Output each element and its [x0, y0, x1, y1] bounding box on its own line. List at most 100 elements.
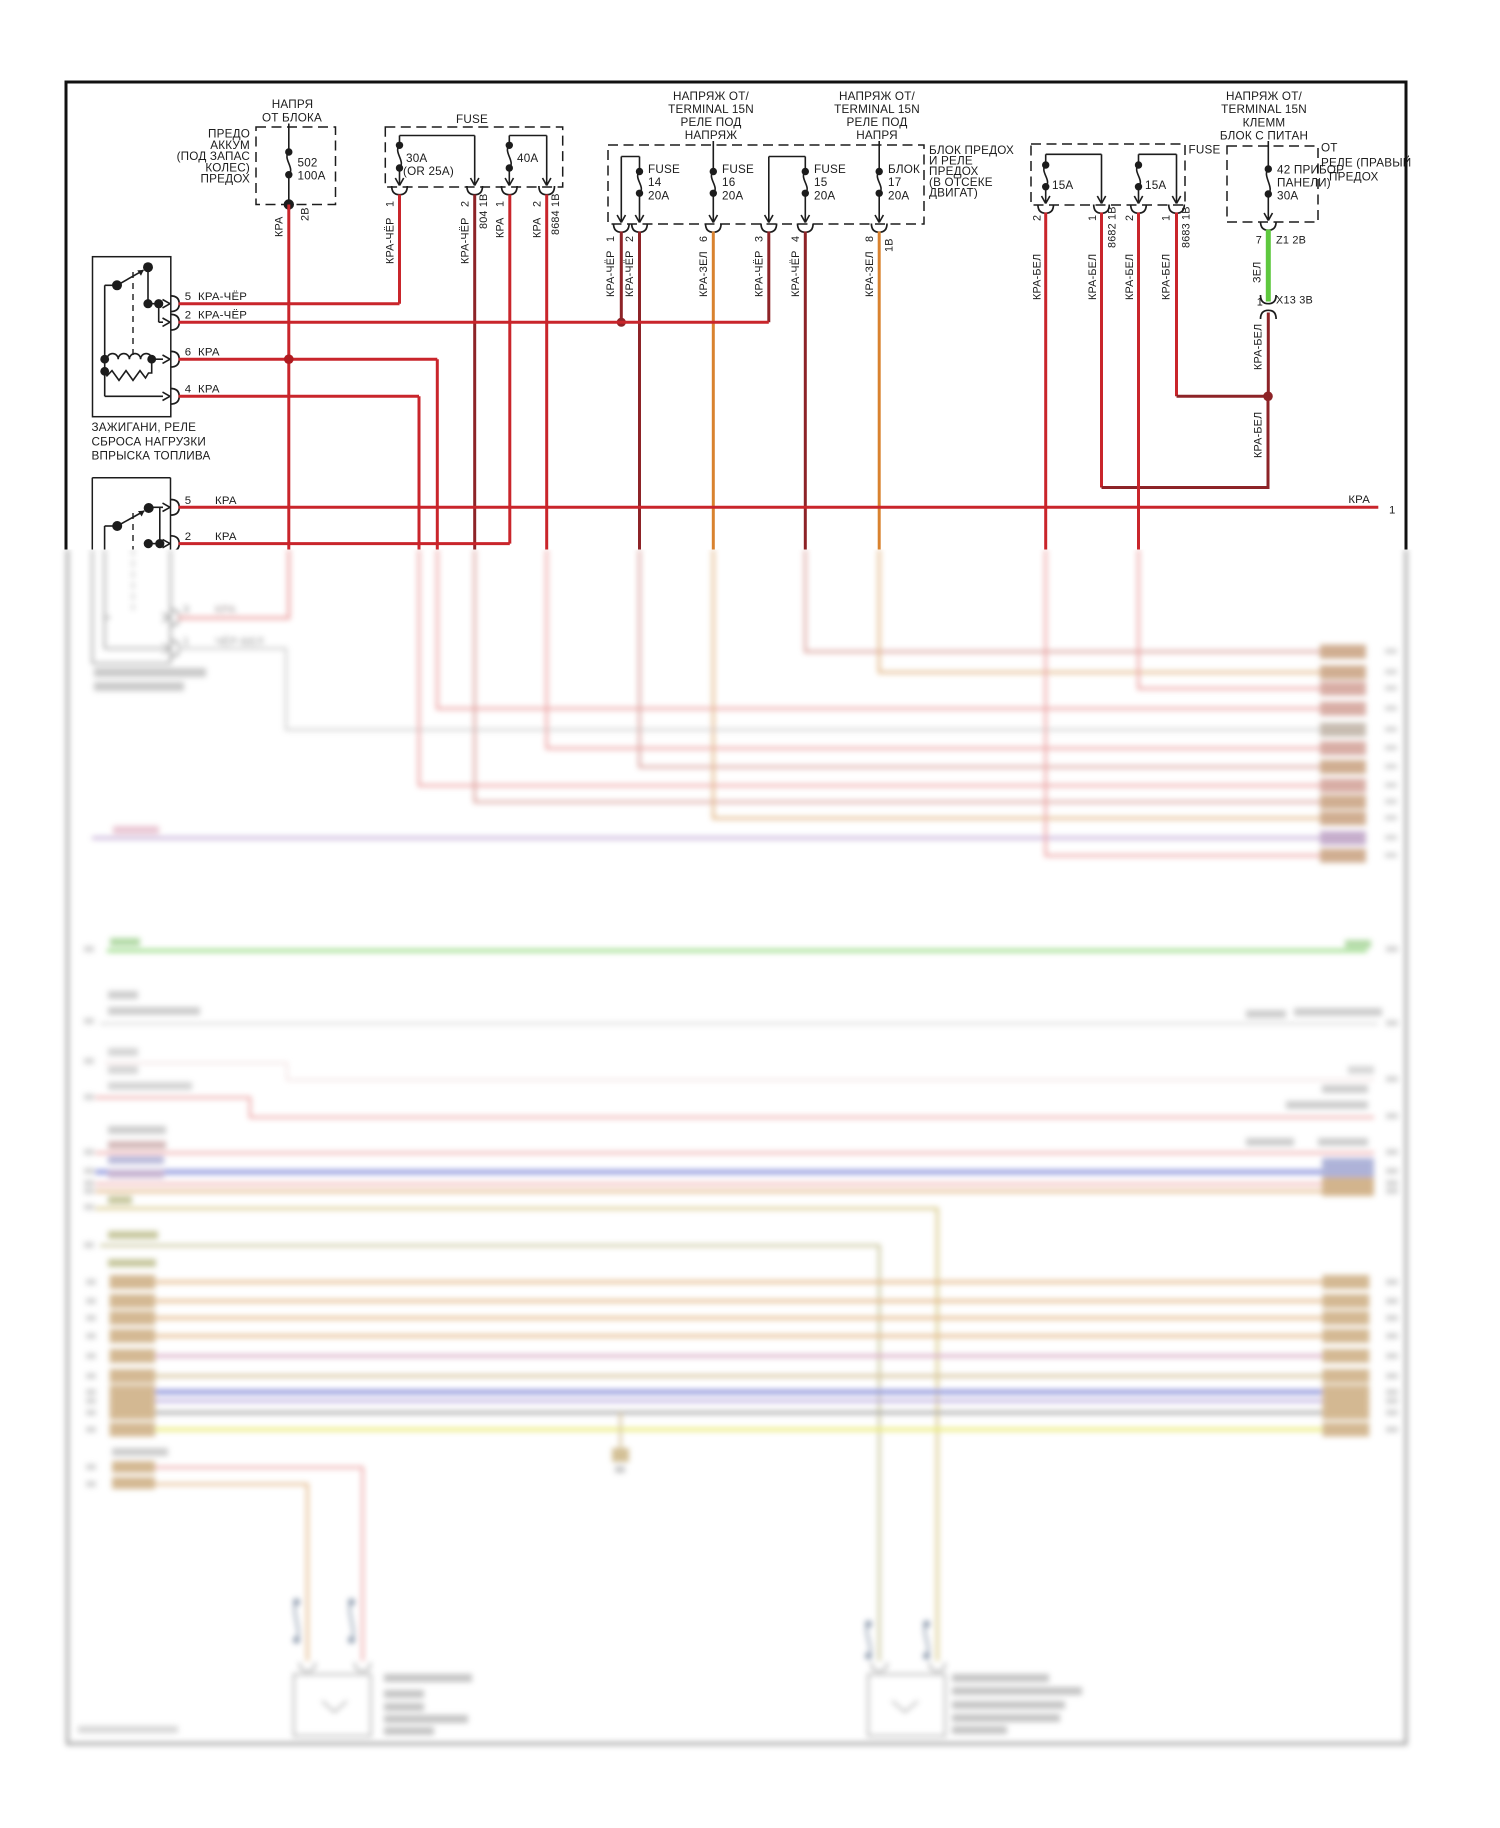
svg-text:FUSE: FUSE — [648, 163, 680, 176]
svg-text:КРА-БЕЛ: КРА-БЕЛ — [1253, 412, 1265, 458]
svg-text:14: 14 — [648, 176, 662, 189]
svg-text:2: 2 — [185, 310, 192, 322]
svg-text:КРА: КРА — [215, 495, 237, 507]
svg-text:4: 4 — [790, 236, 802, 242]
svg-text:АККУМ: АККУМ — [210, 139, 250, 152]
svg-text:1: 1 — [1257, 297, 1263, 309]
svg-text:1В: 1В — [884, 238, 896, 252]
svg-text:7: 7 — [1256, 235, 1262, 247]
svg-text:2В: 2В — [300, 207, 312, 221]
svg-text:КРА: КРА — [215, 531, 237, 543]
svg-text:КРА-ЧЁР: КРА-ЧЁР — [790, 250, 802, 297]
svg-text:КРА: КРА — [198, 384, 220, 396]
svg-text:ДВИГАТ): ДВИГАТ) — [929, 186, 978, 199]
svg-text:6: 6 — [185, 347, 192, 359]
svg-text:ЧЁР-БЕЛ: ЧЁР-БЕЛ — [215, 636, 264, 648]
svg-text:КРА-ЗЕЛ: КРА-ЗЕЛ — [864, 251, 876, 297]
svg-text:8683 1В: 8683 1В — [1181, 206, 1193, 248]
svg-text:КРА-ЧЁР: КРА-ЧЁР — [754, 250, 766, 297]
svg-text:(OR 25A): (OR 25A) — [403, 165, 454, 178]
svg-text:КРА-ЧЁР: КРА-ЧЁР — [385, 217, 397, 264]
svg-text:40A: 40A — [517, 152, 538, 165]
svg-text:И РЕЛЕ: И РЕЛЕ — [929, 155, 973, 168]
svg-text:НАПРЯЖ ОТ/: НАПРЯЖ ОТ/ — [1226, 90, 1303, 103]
svg-text:20A: 20A — [814, 190, 835, 203]
svg-text:РЕЛЕ ПОД: РЕЛЕ ПОД — [846, 116, 907, 129]
svg-text:КРА-БЕЛ: КРА-БЕЛ — [1124, 254, 1136, 300]
svg-text:КЛЕММ: КЛЕММ — [1243, 116, 1286, 129]
svg-text:FUSE: FUSE — [456, 113, 488, 126]
svg-text:15A: 15A — [1145, 179, 1166, 192]
svg-text:2: 2 — [1124, 215, 1136, 221]
svg-text:1: 1 — [1087, 215, 1099, 221]
svg-text:ЗАЖИГАНИ, РЕЛЕ: ЗАЖИГАНИ, РЕЛЕ — [92, 421, 197, 434]
svg-text:5: 5 — [185, 291, 192, 303]
svg-text:100A: 100A — [298, 170, 326, 183]
svg-text:FUSE: FUSE — [814, 163, 846, 176]
svg-text:20A: 20A — [648, 190, 669, 203]
svg-text:FUSE: FUSE — [722, 163, 754, 176]
svg-text:FUSE: FUSE — [1189, 144, 1221, 157]
svg-text:РЕЛЕ (ПРАВЫЙ: РЕЛЕ (ПРАВЫЙ — [1321, 157, 1411, 170]
svg-text:БЛОК С ПИТАН: БЛОК С ПИТАН — [1220, 130, 1308, 143]
svg-text:КРА-БЕЛ: КРА-БЕЛ — [1253, 324, 1265, 370]
svg-text:1: 1 — [605, 236, 617, 242]
svg-text:30A: 30A — [1277, 190, 1298, 203]
svg-text:ПРЕДОХ: ПРЕДОХ — [929, 165, 978, 178]
svg-text:КРА: КРА — [198, 347, 220, 359]
svg-text:(В ОТСЕКЕ: (В ОТСЕКЕ — [929, 176, 993, 189]
svg-text:3: 3 — [754, 236, 766, 242]
svg-text:1: 1 — [385, 201, 397, 207]
svg-text:20A: 20A — [722, 190, 743, 203]
svg-text:30A: 30A — [406, 152, 427, 165]
svg-text:TERMINAL 15N: TERMINAL 15N — [668, 103, 754, 116]
svg-text:4: 4 — [185, 384, 192, 396]
svg-text:1: 1 — [1161, 215, 1173, 221]
svg-text:20A: 20A — [888, 190, 909, 203]
svg-text:X13 3В: X13 3В — [1276, 295, 1313, 307]
svg-text:1: 1 — [183, 636, 189, 648]
svg-text:ОТ: ОТ — [1321, 142, 1338, 155]
svg-text:TERMINAL 15N: TERMINAL 15N — [834, 103, 920, 116]
svg-text:НАПРЯ: НАПРЯ — [856, 129, 897, 142]
svg-text:НАПРЯЖ: НАПРЯЖ — [685, 129, 737, 142]
svg-text:ПРЕДОХ: ПРЕДОХ — [1329, 171, 1378, 184]
svg-text:КРА-ЗЕЛ: КРА-ЗЕЛ — [698, 251, 710, 297]
svg-text:16: 16 — [722, 176, 735, 189]
svg-text:2: 2 — [460, 201, 472, 207]
svg-text:502: 502 — [298, 157, 318, 170]
svg-text:Z1 2В: Z1 2В — [1276, 235, 1306, 247]
svg-text:ЗЕЛ: ЗЕЛ — [1252, 262, 1264, 283]
svg-text:БЛОК ПРЕДОХ: БЛОК ПРЕДОХ — [929, 144, 1014, 157]
svg-text:1: 1 — [1389, 505, 1396, 517]
svg-text:5: 5 — [185, 495, 192, 507]
svg-text:КРА-БЕЛ: КРА-БЕЛ — [1161, 254, 1173, 300]
svg-text:КРА-БЕЛ: КРА-БЕЛ — [1032, 254, 1044, 300]
svg-text:КРА: КРА — [532, 217, 544, 238]
svg-text:17: 17 — [888, 176, 901, 189]
svg-text:15: 15 — [814, 176, 828, 189]
svg-text:НАПРЯ: НАПРЯ — [272, 98, 313, 111]
svg-text:КРА-БЕЛ: КРА-БЕЛ — [1087, 254, 1099, 300]
svg-text:СБРОСА НАГРУЗКИ: СБРОСА НАГРУЗКИ — [92, 435, 207, 448]
svg-text:8: 8 — [864, 236, 876, 242]
svg-text:НАПРЯЖ ОТ/: НАПРЯЖ ОТ/ — [839, 90, 916, 103]
svg-text:КРА-ЧЁР: КРА-ЧЁР — [460, 217, 472, 264]
svg-text:КРА-ЧЁР: КРА-ЧЁР — [605, 250, 617, 297]
svg-text:42 ПРИБОР: 42 ПРИБОР — [1277, 164, 1344, 177]
svg-text:ОТ БЛОКА: ОТ БЛОКА — [262, 112, 322, 125]
svg-text:804 1В: 804 1В — [478, 194, 490, 229]
svg-text:ПАНЕЛИ): ПАНЕЛИ) — [1277, 177, 1331, 190]
svg-text:15A: 15A — [1052, 179, 1073, 192]
svg-text:2: 2 — [185, 531, 192, 543]
svg-text:ВПРЫСКА ТОПЛИВА: ВПРЫСКА ТОПЛИВА — [92, 450, 211, 463]
svg-text:(ПОД ЗАПАС: (ПОД ЗАПАС — [177, 150, 250, 163]
svg-text:3: 3 — [183, 604, 189, 616]
svg-text:2: 2 — [1032, 215, 1044, 221]
svg-text:2: 2 — [532, 201, 544, 207]
svg-text:КРА: КРА — [215, 604, 236, 616]
svg-text:8682 1В: 8682 1В — [1107, 206, 1119, 248]
svg-text:8684 1В: 8684 1В — [550, 193, 562, 235]
svg-text:БЛОК: БЛОК — [888, 163, 920, 176]
svg-text:КРА-ЧЁР: КРА-ЧЁР — [624, 250, 636, 297]
